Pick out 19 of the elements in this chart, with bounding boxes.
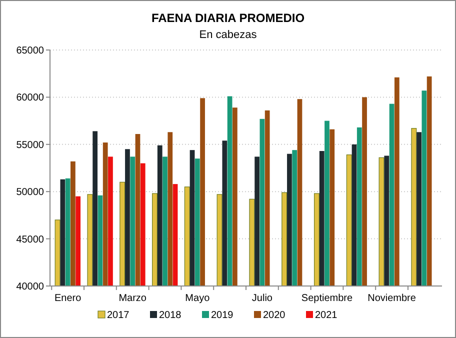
- x-tick-label: Septiembre: [301, 293, 353, 304]
- x-tick-label: Noviembre: [368, 293, 416, 304]
- legend-label: 2019: [211, 310, 234, 321]
- x-tick-label: Mayo: [185, 293, 210, 304]
- legend-label: 2018: [159, 310, 182, 321]
- x-tick-label: Enero: [54, 293, 82, 304]
- y-tick-label: 50000: [16, 187, 44, 198]
- y-tick-label: 65000: [16, 46, 44, 56]
- chart-subtitle: En cabezas: [199, 29, 258, 41]
- legend-label: 2020: [263, 310, 286, 321]
- y-tick-label: 40000: [16, 282, 44, 292]
- x-tick-label: Marzo: [118, 293, 147, 304]
- chart-title: FAENA DIARIA PROMEDIO: [151, 11, 305, 25]
- x-tick-label: Julio: [252, 293, 273, 304]
- legend-label: 2021: [315, 310, 338, 321]
- y-tick-label: 60000: [16, 92, 44, 104]
- y-tick-label: 55000: [16, 140, 44, 151]
- legend-label: 2017: [107, 310, 130, 321]
- y-tick-label: 45000: [16, 234, 44, 246]
